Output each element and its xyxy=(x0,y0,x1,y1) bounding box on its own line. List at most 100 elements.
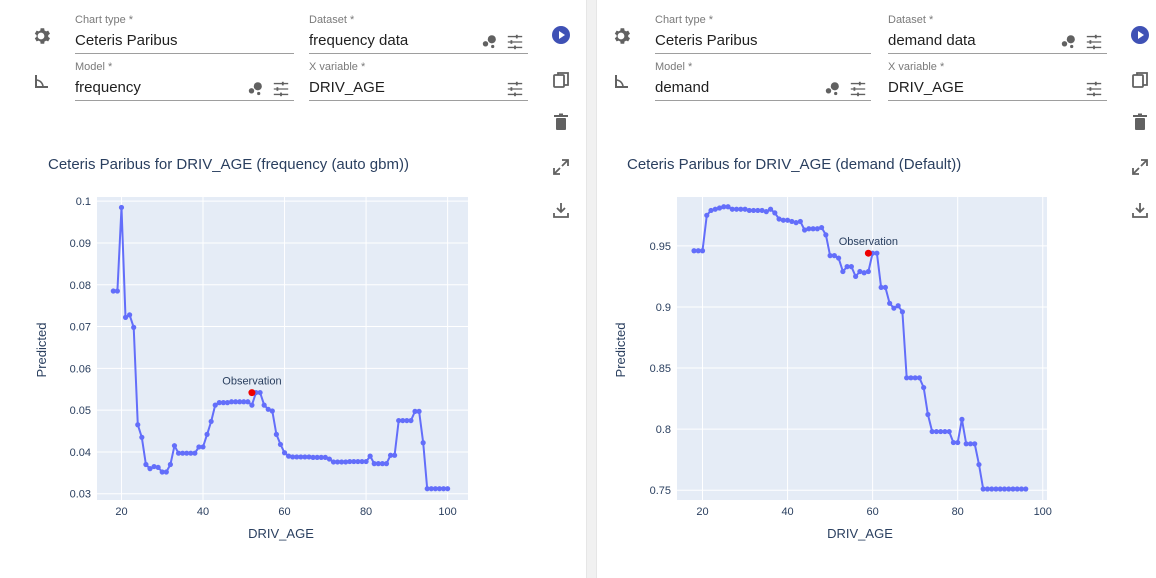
data-point[interactable] xyxy=(216,400,222,406)
data-point[interactable] xyxy=(959,416,965,422)
data-point[interactable] xyxy=(363,458,369,465)
data-point[interactable] xyxy=(755,207,761,214)
data-point[interactable] xyxy=(257,389,263,396)
data-point[interactable] xyxy=(853,273,859,280)
data-point[interactable] xyxy=(383,461,390,467)
data-point[interactable] xyxy=(729,206,735,212)
data-point[interactable] xyxy=(891,305,897,311)
dataset-select[interactable]: Dataset * frequency data xyxy=(309,14,528,54)
data-point[interactable] xyxy=(339,459,345,465)
data-point[interactable] xyxy=(355,458,361,465)
data-point[interactable] xyxy=(887,300,893,306)
data-point[interactable] xyxy=(371,461,377,467)
data-point[interactable] xyxy=(277,441,284,448)
data-point[interactable] xyxy=(318,454,324,460)
data-point[interactable] xyxy=(721,204,727,210)
data-point[interactable] xyxy=(196,444,202,450)
data-point[interactable] xyxy=(993,486,999,492)
model-select[interactable]: Model * frequency xyxy=(75,61,294,101)
data-point[interactable] xyxy=(1023,486,1029,492)
data-point[interactable] xyxy=(298,454,304,460)
data-point[interactable] xyxy=(273,431,279,437)
data-point[interactable] xyxy=(827,253,833,259)
data-point[interactable] xyxy=(882,284,888,291)
data-point[interactable] xyxy=(241,399,247,405)
data-point[interactable] xyxy=(171,443,178,449)
data-point[interactable] xyxy=(793,220,799,226)
data-point[interactable] xyxy=(806,226,812,232)
data-point[interactable] xyxy=(294,454,300,460)
data-point[interactable] xyxy=(950,439,957,446)
data-point[interactable] xyxy=(946,428,952,435)
data-point[interactable] xyxy=(1010,486,1016,492)
panel-divider[interactable] xyxy=(586,0,597,578)
data-point[interactable] xyxy=(929,428,935,435)
data-point[interactable] xyxy=(695,248,701,254)
data-point[interactable] xyxy=(921,384,927,391)
ceteris-paribus-chart-demand[interactable]: 20 40 60 80 100 0.75 0.8 0.85 0.9 0.95 Observati… xyxy=(597,0,1156,578)
data-point[interactable] xyxy=(237,399,243,405)
data-point[interactable] xyxy=(281,450,288,456)
data-point[interactable] xyxy=(861,270,867,276)
data-point[interactable] xyxy=(245,399,251,405)
data-point[interactable] xyxy=(347,458,353,465)
data-point[interactable] xyxy=(823,232,829,238)
data-point[interactable] xyxy=(204,431,210,437)
data-point[interactable] xyxy=(228,399,235,405)
data-point[interactable] xyxy=(290,454,296,460)
data-point[interactable] xyxy=(412,408,418,414)
data-point[interactable] xyxy=(269,408,275,414)
data-point[interactable] xyxy=(844,264,850,270)
data-point[interactable] xyxy=(167,461,173,468)
dataset-select[interactable]: Dataset * demand data xyxy=(888,14,1107,54)
data-point[interactable] xyxy=(326,456,332,462)
data-point[interactable] xyxy=(801,227,808,233)
data-point[interactable] xyxy=(912,375,918,381)
data-point[interactable] xyxy=(118,204,125,211)
data-point[interactable] xyxy=(159,469,165,475)
data-point[interactable] xyxy=(416,408,422,414)
data-point[interactable] xyxy=(396,417,402,424)
data-point[interactable] xyxy=(933,428,940,435)
data-point[interactable] xyxy=(972,441,978,447)
data-point[interactable] xyxy=(114,288,120,294)
data-point[interactable] xyxy=(143,461,149,468)
data-point[interactable] xyxy=(818,224,825,231)
data-point[interactable] xyxy=(733,206,740,212)
data-point[interactable] xyxy=(750,207,757,214)
data-point[interactable] xyxy=(351,458,357,465)
data-point[interactable] xyxy=(184,450,190,456)
data-point[interactable] xyxy=(343,459,349,465)
data-point[interactable] xyxy=(840,268,846,275)
chart-type-select[interactable]: Chart type * Ceteris Paribus xyxy=(655,14,871,54)
data-point[interactable] xyxy=(265,406,271,412)
data-point[interactable] xyxy=(967,441,974,447)
data-point[interactable] xyxy=(878,284,884,291)
data-point[interactable] xyxy=(404,417,410,424)
data-point[interactable] xyxy=(420,440,426,446)
data-point[interactable] xyxy=(857,268,863,275)
data-point[interactable] xyxy=(432,486,438,492)
ceteris-paribus-chart-frequency[interactable]: 20 40 60 80 100 0.03 0.04 0.05 0.06 0.07 0.08 0.09… xyxy=(0,0,586,578)
data-point[interactable] xyxy=(699,248,706,254)
data-point[interactable] xyxy=(233,399,239,405)
data-point[interactable] xyxy=(1018,486,1025,492)
data-point[interactable] xyxy=(725,204,731,210)
data-point[interactable] xyxy=(776,216,782,222)
data-point[interactable] xyxy=(989,486,995,492)
data-point[interactable] xyxy=(848,264,854,270)
data-point[interactable] xyxy=(306,454,312,460)
data-point[interactable] xyxy=(916,375,923,381)
data-point[interactable] xyxy=(188,450,194,456)
data-point[interactable] xyxy=(797,218,803,225)
data-point[interactable] xyxy=(180,450,186,456)
data-point[interactable] xyxy=(963,441,969,447)
data-point[interactable] xyxy=(836,255,842,261)
data-point[interactable] xyxy=(980,486,986,492)
data-point[interactable] xyxy=(1001,486,1008,492)
data-point[interactable] xyxy=(708,207,714,214)
data-point[interactable] xyxy=(400,417,406,424)
data-point[interactable] xyxy=(139,434,145,440)
data-point[interactable] xyxy=(220,400,226,406)
data-point[interactable] xyxy=(367,453,373,459)
